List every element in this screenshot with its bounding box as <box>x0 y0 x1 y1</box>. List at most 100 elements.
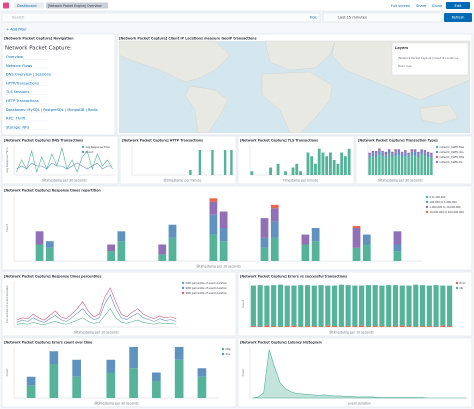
bar-segment <box>291 325 297 327</box>
breadcrumb[interactable]: Dashboard <box>17 4 37 8</box>
panel-title: [Network Packet Capture] TLS Transaction… <box>240 139 318 143</box>
bar-segment <box>372 285 378 327</box>
line <box>16 146 113 174</box>
header-action[interactable]: Full screen <box>391 4 410 8</box>
legend-swatch <box>181 281 185 285</box>
bar <box>332 160 336 175</box>
legend-entry[interactable]: network_traffic.flow <box>440 145 465 149</box>
legend-entry[interactable]: http <box>226 347 232 351</box>
legend-entry[interactable]: 90th percentile of event.duration <box>186 286 228 290</box>
legend-entry[interactable]: Avg Response Time <box>86 145 111 149</box>
legend-entry[interactable]: network_traffic.tls <box>440 160 463 164</box>
nav-link[interactable]: HTTP Transactions <box>6 99 39 103</box>
bar-segment <box>387 149 391 151</box>
bar-segment <box>426 326 432 327</box>
bar-segment <box>264 325 270 327</box>
edit-button[interactable] <box>446 2 470 9</box>
nav-link[interactable]: Overview <box>6 55 23 59</box>
legend-entry[interactable]: 1,000,000 to 10,000,000 <box>430 205 462 209</box>
nav-link[interactable]: HTTP/Transactions <box>6 81 39 85</box>
bar <box>321 152 325 175</box>
bar-segment <box>410 151 414 156</box>
bar <box>340 152 344 175</box>
bar-segment <box>284 326 290 327</box>
legend-swatch <box>221 347 225 351</box>
legend-entry[interactable]: OK <box>460 286 464 290</box>
bar-segment <box>420 149 423 151</box>
line <box>16 287 177 321</box>
bar-segment <box>407 157 410 175</box>
bar-segment <box>417 154 420 157</box>
legend-entry[interactable]: 100,000 to 1,000,000 <box>430 200 458 204</box>
bar <box>223 150 227 175</box>
x-axis-label: Timestamp per minute <box>282 179 318 183</box>
panel <box>1 337 237 408</box>
dashboard-title: [Network Packet Engine] Overview <box>48 4 102 8</box>
layer-entry[interactable]: Road map <box>398 64 412 68</box>
bar-segment <box>270 208 279 222</box>
bar-segment <box>399 285 405 326</box>
nav-link[interactable]: RPC: Thrift <box>6 117 26 121</box>
bar-segment <box>362 244 371 261</box>
bar-segment <box>397 151 401 156</box>
bar-segment <box>158 254 167 261</box>
legend-entry[interactable]: network_traffic.dns <box>440 150 465 154</box>
bar-segment <box>270 204 279 209</box>
bar-segment <box>381 152 384 157</box>
bar-segment <box>257 285 263 327</box>
legend-entry[interactable]: 0 to 100,000 <box>430 195 446 199</box>
bar-segment <box>407 152 410 155</box>
bar-segment <box>352 247 361 261</box>
nav-link[interactable]: DNS Overview | Sessions <box>6 73 51 77</box>
nav-link[interactable]: TLS Sessions <box>5 90 29 94</box>
bar-segment <box>352 226 361 228</box>
legend-entry[interactable]: 50th percentile of event.duration <box>186 281 228 285</box>
add-filter[interactable]: + Add filter <box>6 28 27 32</box>
bar-segment <box>430 155 433 158</box>
nav-link[interactable]: Databases: MySQL | PostgreSQL | MongoDB … <box>6 108 98 112</box>
bar-segment <box>106 359 116 373</box>
bar-segment <box>219 228 228 242</box>
legend-entry[interactable]: Error <box>460 281 467 285</box>
bar-segment <box>260 218 269 238</box>
y-axis-label: Count <box>241 369 245 377</box>
bar <box>276 163 280 175</box>
bar <box>314 163 317 175</box>
header-action[interactable]: Clone <box>432 4 443 8</box>
legend-entry[interactable]: 10,000,000 to 100,000,000 <box>430 210 465 214</box>
header-action[interactable]: Share <box>416 4 427 8</box>
bar-segment <box>433 285 439 327</box>
x-axis-label: @timestamp per 10 seconds <box>329 331 374 335</box>
legend-entry[interactable]: 99th percentile of event.duration <box>186 291 228 295</box>
bar-segment <box>260 247 269 261</box>
bar-segment <box>393 251 402 261</box>
nav-link[interactable]: Network Flows <box>6 64 32 68</box>
edit-label[interactable]: Edit <box>455 4 463 8</box>
query-language[interactable]: KQL <box>310 16 317 20</box>
x-axis-label: @timestamp per 10 seconds <box>74 331 119 335</box>
bar <box>198 150 202 175</box>
legend-entry[interactable]: dns <box>226 352 231 356</box>
y-axis-label: Count <box>5 369 9 377</box>
layer-entry[interactable]: [Network Packet Capture] Client IP Locat… <box>398 56 459 60</box>
bar-segment <box>45 247 54 261</box>
legend-swatch <box>455 281 459 285</box>
nav-link[interactable]: Storage: NFS <box>6 125 30 129</box>
bar-segment <box>379 326 385 327</box>
refresh-label[interactable]: Refresh <box>452 16 465 20</box>
panel-title: [Network Packet Capture] HTTP Transactio… <box>122 139 203 143</box>
time-range[interactable]: Last 15 minutes <box>338 16 367 20</box>
legend-entry[interactable]: network_traffic.http <box>440 155 465 159</box>
refresh-button[interactable] <box>444 13 472 22</box>
date-picker[interactable] <box>322 12 443 23</box>
search-box[interactable] <box>1 12 321 23</box>
bar-segment <box>359 285 365 326</box>
panel-title: [Network Packet Capture] Response times … <box>4 275 101 279</box>
bar-segment <box>26 385 36 398</box>
bar-segment <box>291 285 297 326</box>
panel <box>1 271 237 337</box>
panel-title: [Network Packet Capture] Transaction Typ… <box>358 139 438 143</box>
breadcrumb-bg <box>14 2 44 9</box>
legend-entry[interactable]: Count <box>86 150 93 154</box>
